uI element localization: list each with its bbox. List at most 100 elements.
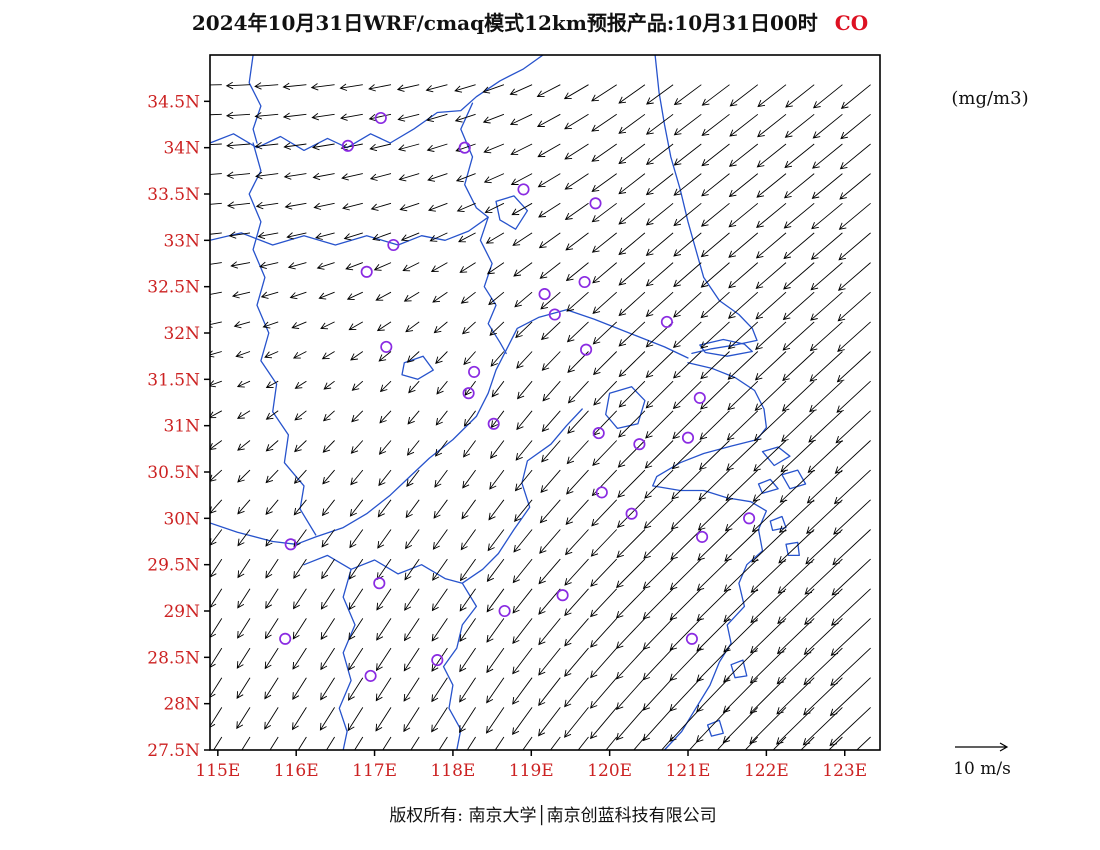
wind-arrow bbox=[264, 677, 279, 700]
wind-arrow bbox=[378, 440, 392, 455]
wind-arrow bbox=[728, 143, 759, 167]
wind-arrow bbox=[406, 351, 420, 363]
city-marker bbox=[592, 427, 605, 440]
wind-arrow bbox=[398, 173, 420, 182]
wind-arrow bbox=[566, 321, 589, 343]
city-marker bbox=[595, 486, 608, 499]
wind-arrow bbox=[210, 291, 222, 299]
wind-arrow bbox=[291, 707, 307, 731]
wind-arrow bbox=[321, 558, 335, 580]
wind-arrow bbox=[343, 232, 363, 241]
wind-arrow bbox=[566, 291, 589, 312]
wind-arrow bbox=[697, 529, 730, 561]
wind-arrow bbox=[210, 647, 223, 668]
wind-arrow bbox=[210, 469, 223, 482]
wind-arrow bbox=[672, 380, 702, 410]
wind-arrow bbox=[349, 529, 364, 549]
wind-arrow bbox=[564, 558, 589, 586]
wind-arrow bbox=[397, 143, 420, 152]
wind-arrow bbox=[482, 113, 505, 124]
wind-arrow bbox=[485, 232, 505, 244]
wind-arrow bbox=[645, 262, 674, 287]
wind-arrow bbox=[673, 232, 702, 257]
wind-arrow bbox=[513, 529, 533, 553]
wind-arrow bbox=[538, 647, 561, 676]
map-outline-jiangsu-coast bbox=[654, 55, 758, 355]
wind-arrow bbox=[727, 351, 759, 380]
wind-arrow bbox=[399, 202, 420, 212]
wind-arrow bbox=[644, 469, 674, 499]
wind-arrow bbox=[463, 351, 476, 366]
wind-arrow bbox=[430, 262, 448, 272]
wind-arrow bbox=[645, 113, 674, 135]
wind-arrow bbox=[757, 113, 787, 138]
wind-arrow bbox=[633, 736, 646, 750]
wind-arrow bbox=[432, 291, 448, 303]
wind-arrow bbox=[783, 232, 815, 260]
wind-arrow bbox=[615, 647, 646, 680]
wind-arrow bbox=[482, 84, 505, 94]
wind-arrow bbox=[755, 321, 787, 351]
wind-arrow bbox=[454, 113, 476, 123]
x-axis-tick-label: 121E bbox=[666, 761, 711, 781]
wind-arrow bbox=[564, 618, 589, 647]
wind-arrow bbox=[254, 82, 279, 90]
wind-arrow bbox=[257, 231, 279, 240]
wind-arrow bbox=[429, 232, 448, 242]
wind-arrow bbox=[590, 529, 618, 557]
map-outline-island-6 bbox=[730, 659, 748, 679]
wind-arrow bbox=[349, 499, 364, 517]
city-marker bbox=[556, 589, 569, 602]
wind-arrow bbox=[809, 351, 843, 382]
wind-arrow bbox=[489, 321, 505, 336]
wind-arrow bbox=[812, 143, 843, 169]
map-outline-zhoushan-island-2 bbox=[781, 469, 807, 490]
wind-arrow bbox=[426, 143, 448, 152]
wind-arrow bbox=[516, 351, 533, 369]
wind-arrow bbox=[370, 202, 392, 211]
wind-arrow bbox=[669, 707, 702, 743]
wind-arrow bbox=[728, 202, 759, 228]
wind-arrow bbox=[377, 499, 392, 518]
wind-arrow bbox=[537, 143, 561, 158]
wind-arrow bbox=[310, 83, 335, 91]
y-axis-tick-label: 29N bbox=[163, 602, 200, 622]
wind-arrow bbox=[831, 588, 871, 626]
wind-arrow bbox=[856, 736, 871, 750]
wind-arrow bbox=[348, 558, 364, 580]
wind-arrow bbox=[723, 647, 759, 683]
wind-arrow bbox=[432, 558, 448, 581]
wind-arrow bbox=[723, 588, 759, 623]
y-axis-tick-label: 28N bbox=[163, 695, 200, 715]
map-outline-zhoushan-island-1 bbox=[761, 446, 791, 467]
wind-arrow bbox=[591, 113, 617, 132]
wind-arrow bbox=[592, 291, 617, 314]
x-axis-tick-label: 115E bbox=[195, 761, 240, 781]
wind-arrow bbox=[564, 647, 589, 677]
wind-arrow bbox=[539, 262, 561, 279]
wind-arrow bbox=[265, 588, 279, 609]
wind-arrow bbox=[403, 291, 420, 302]
wind-arrow bbox=[483, 173, 505, 184]
wind-arrow bbox=[565, 499, 589, 526]
wind-arrow bbox=[564, 143, 589, 160]
wind-arrow bbox=[264, 647, 279, 670]
wind-arrow bbox=[564, 677, 589, 708]
wind-arrow bbox=[237, 529, 251, 547]
wind-arrow bbox=[226, 201, 251, 209]
wind-arrow bbox=[431, 647, 448, 672]
wind-arrow bbox=[396, 84, 420, 92]
wind-arrow bbox=[729, 84, 759, 107]
wind-arrow bbox=[322, 469, 335, 485]
city-marker bbox=[517, 183, 530, 196]
wind-arrow bbox=[511, 202, 533, 216]
wind-arrow bbox=[516, 380, 533, 400]
wind-arrow bbox=[809, 380, 843, 413]
wind-arrow bbox=[282, 112, 307, 120]
wind-arrow bbox=[673, 351, 702, 379]
wind-arrow bbox=[289, 291, 307, 300]
wind-arrow bbox=[564, 588, 589, 617]
wind-arrow bbox=[618, 291, 646, 317]
wind-arrow bbox=[832, 529, 871, 566]
wind-arrow bbox=[514, 469, 533, 492]
